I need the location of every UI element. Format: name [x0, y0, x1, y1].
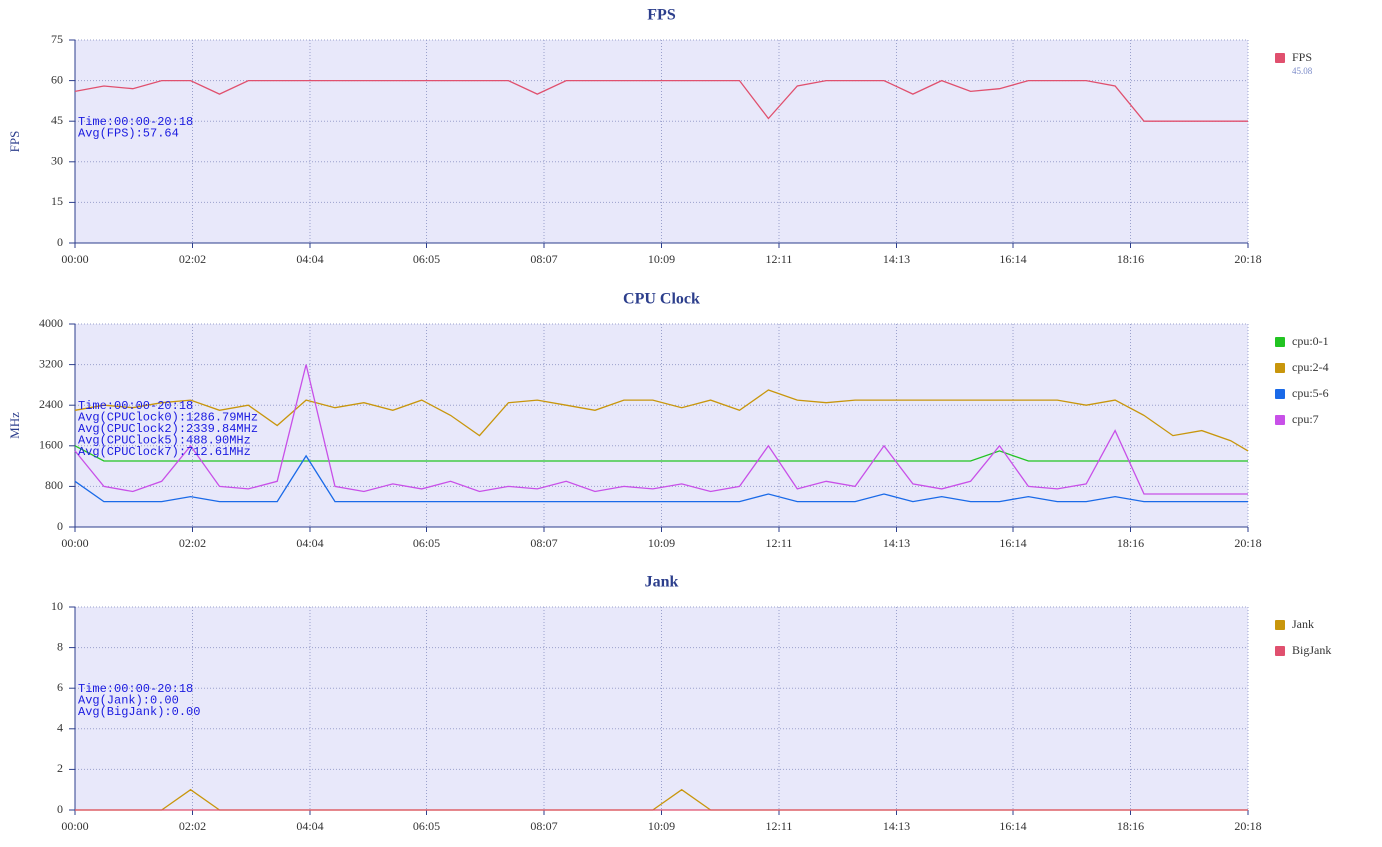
- y-tick-label: 15: [51, 194, 63, 208]
- legend-swatch: [1275, 53, 1285, 63]
- x-tick-label: 10:09: [648, 536, 675, 550]
- x-tick-label: 08:07: [530, 536, 557, 550]
- x-tick-label: 16:14: [999, 252, 1026, 266]
- annotation: Time:00:00-20:18: [78, 115, 193, 129]
- legend-swatch: [1275, 337, 1285, 347]
- x-tick-label: 18:16: [1117, 252, 1144, 266]
- legend-swatch: [1275, 389, 1285, 399]
- annotation: Avg(CPUClock7):712.61MHz: [78, 445, 251, 459]
- y-tick-label: 75: [51, 32, 63, 46]
- x-tick-label: 04:04: [296, 536, 323, 550]
- y-tick-label: 3200: [39, 356, 63, 370]
- x-tick-label: 08:07: [530, 252, 557, 266]
- annotation: Avg(CPUClock2):2339.84MHz: [78, 422, 258, 436]
- legend-label: cpu:0-1: [1292, 334, 1329, 348]
- legend-label: BigJank: [1292, 643, 1331, 657]
- legend-label: FPS: [1292, 50, 1312, 64]
- x-tick-label: 12:11: [766, 252, 793, 266]
- y-tick-label: 1600: [39, 438, 63, 452]
- y-tick-label: 2400: [39, 397, 63, 411]
- annotation: Avg(FPS):57.64: [78, 127, 179, 141]
- y-tick-label: 0: [57, 519, 63, 533]
- y-axis-label: FPS: [7, 131, 22, 153]
- x-tick-label: 04:04: [296, 819, 323, 833]
- x-tick-label: 04:04: [296, 252, 323, 266]
- y-tick-label: 2: [57, 761, 63, 775]
- series-line: [74, 79, 1248, 122]
- series-line: [74, 454, 1248, 503]
- legend-label: cpu:5-6: [1292, 386, 1329, 400]
- series-line: [74, 364, 1248, 495]
- x-tick-label: 06:05: [413, 252, 440, 266]
- x-tick-label: 12:11: [766, 536, 793, 550]
- x-tick-label: 00:00: [61, 252, 88, 266]
- y-tick-label: 6: [57, 680, 63, 694]
- x-tick-label: 00:00: [61, 819, 88, 833]
- legend-swatch: [1275, 620, 1285, 630]
- y-axis-label: MHz: [7, 412, 22, 439]
- legend-swatch: [1275, 415, 1285, 425]
- series-line: [74, 445, 1248, 462]
- x-tick-label: 16:14: [999, 819, 1026, 833]
- x-tick-label: 14:13: [883, 536, 910, 550]
- y-tick-label: 45: [51, 113, 63, 127]
- y-tick-label: 4000: [39, 316, 63, 330]
- annotation: Time:00:00-20:18: [78, 399, 193, 413]
- y-tick-label: 10: [51, 599, 63, 613]
- annotation: Avg(CPUClock0):1286.79MHz: [78, 411, 258, 425]
- annotation: Time:00:00-20:18: [78, 682, 193, 696]
- x-tick-label: 06:05: [413, 819, 440, 833]
- chart-title: Jank: [645, 574, 679, 591]
- series-line: [74, 389, 1249, 452]
- x-tick-label: 14:13: [883, 252, 910, 266]
- legend-value: 45.08: [1292, 66, 1313, 76]
- annotation: Avg(BigJank):0.00: [78, 705, 200, 719]
- legend-label: Jank: [1292, 617, 1314, 631]
- x-tick-label: 20:18: [1234, 819, 1261, 833]
- x-tick-label: 18:16: [1117, 536, 1144, 550]
- y-tick-label: 8: [57, 639, 63, 653]
- x-tick-label: 12:11: [766, 819, 793, 833]
- chart-title: FPS: [647, 7, 676, 24]
- x-tick-label: 02:02: [179, 536, 206, 550]
- x-tick-label: 18:16: [1117, 819, 1144, 833]
- y-tick-label: 60: [51, 72, 63, 86]
- x-tick-label: 10:09: [648, 252, 675, 266]
- y-tick-label: 4: [57, 721, 63, 735]
- x-tick-label: 10:09: [648, 819, 675, 833]
- y-tick-label: 0: [57, 802, 63, 816]
- x-tick-label: 20:18: [1234, 536, 1261, 550]
- x-tick-label: 16:14: [999, 536, 1026, 550]
- chart-title: CPU Clock: [623, 291, 700, 308]
- x-tick-label: 20:18: [1234, 252, 1261, 266]
- x-tick-label: 02:02: [179, 252, 206, 266]
- legend-label: cpu:7: [1292, 412, 1319, 426]
- annotation: Avg(CPUClock5):488.90MHz: [78, 434, 251, 448]
- legend-label: cpu:2-4: [1292, 360, 1329, 374]
- x-tick-label: 08:07: [530, 819, 557, 833]
- x-tick-label: 00:00: [61, 536, 88, 550]
- x-tick-label: 14:13: [883, 819, 910, 833]
- x-tick-label: 02:02: [179, 819, 206, 833]
- legend-swatch: [1275, 363, 1285, 373]
- annotation: Avg(Jank):0.00: [78, 694, 179, 708]
- legend-swatch: [1275, 646, 1285, 656]
- y-tick-label: 800: [45, 478, 63, 492]
- y-tick-label: 0: [57, 235, 63, 249]
- y-tick-label: 30: [51, 154, 63, 168]
- x-tick-label: 06:05: [413, 536, 440, 550]
